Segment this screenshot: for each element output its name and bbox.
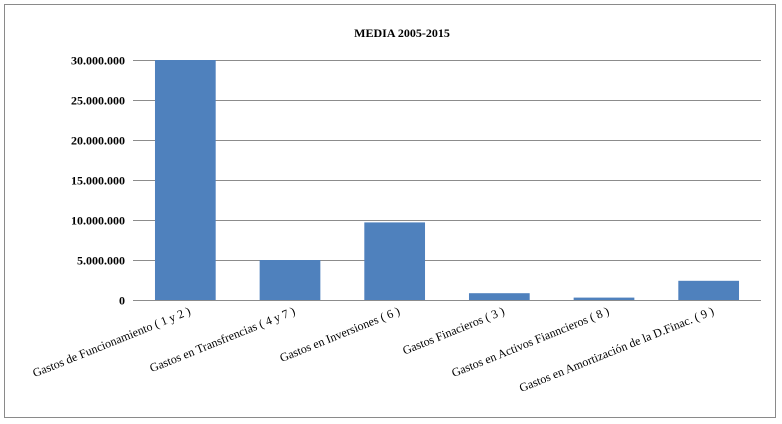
gridlines — [133, 60, 761, 301]
x-axis-ticks: Gastos de Funcionamiento ( 1 y 2 )Gastos… — [31, 304, 716, 395]
y-tick-label: 15.000.000 — [71, 174, 125, 188]
bar — [468, 293, 530, 300]
y-tick-label: 20.000.000 — [71, 134, 125, 148]
bar — [364, 222, 426, 300]
chart-title: MEDIA 2005-2015 — [354, 26, 450, 40]
y-tick-label: 5.000.000 — [77, 254, 125, 268]
y-tick-label: 30.000.000 — [71, 54, 125, 68]
bar-chart: MEDIA 2005-2015 0 5.000.000 10.000.000 15.0… — [31, 26, 761, 395]
bar — [573, 297, 635, 300]
bar — [678, 280, 740, 300]
chart-frame: MEDIA 2005-2015 0 5.000.000 10.000.000 15.0… — [4, 4, 776, 418]
bar — [154, 60, 216, 300]
y-tick-label: 25.000.000 — [71, 94, 125, 108]
x-tick-label: Gastos en Inversiones ( 6 ) — [278, 304, 402, 365]
y-axis-ticks: 0 5.000.000 10.000.000 15.000.000 20.000.000… — [71, 54, 125, 308]
x-tick-label: Gastos en Amortización de la D.Finac. ( … — [517, 304, 716, 395]
bars — [154, 60, 740, 300]
y-tick-label: 0 — [119, 294, 125, 308]
y-tick-label: 10.000.000 — [71, 214, 125, 228]
bar — [259, 260, 321, 300]
